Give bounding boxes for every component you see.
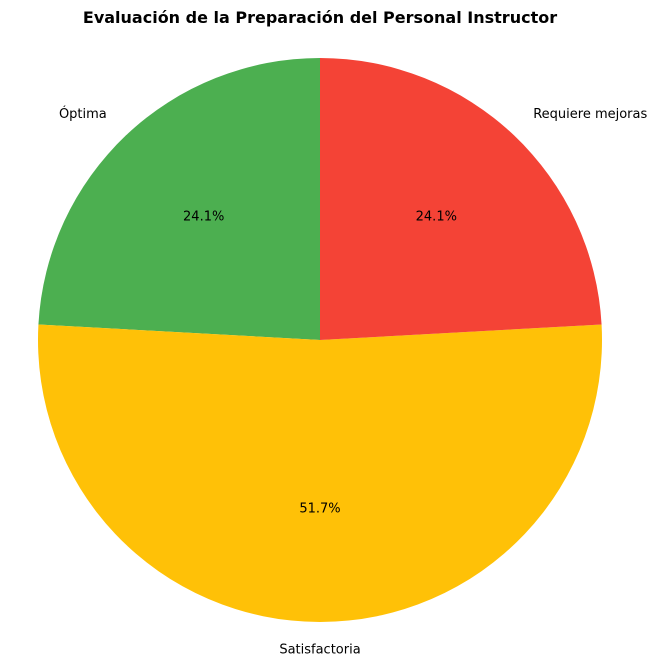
pie-label-satisfactoria: Satisfactoria [279,643,360,658]
pie-label-requiere-mejoras: Requiere mejoras [533,107,647,122]
pie-pct-label-optima: 24.1% [183,210,224,225]
pie-slices [37,58,602,623]
pie-label-optima: Óptima [59,106,107,122]
pie-slice-optima [38,58,320,340]
chart-title: Evaluación de la Preparación del Persona… [82,8,558,27]
pie-slice-requiere-mejoras [320,58,602,340]
pie-pct-label-requiere-mejoras: 24.1% [416,210,457,225]
pie-pct-label-satisfactoria: 51.7% [299,502,340,517]
pie-slice-satisfactoria [37,324,602,623]
pie-labels: 24.1% Óptima 51.7% Satisfactoria 24.1% Requie… [59,106,648,657]
